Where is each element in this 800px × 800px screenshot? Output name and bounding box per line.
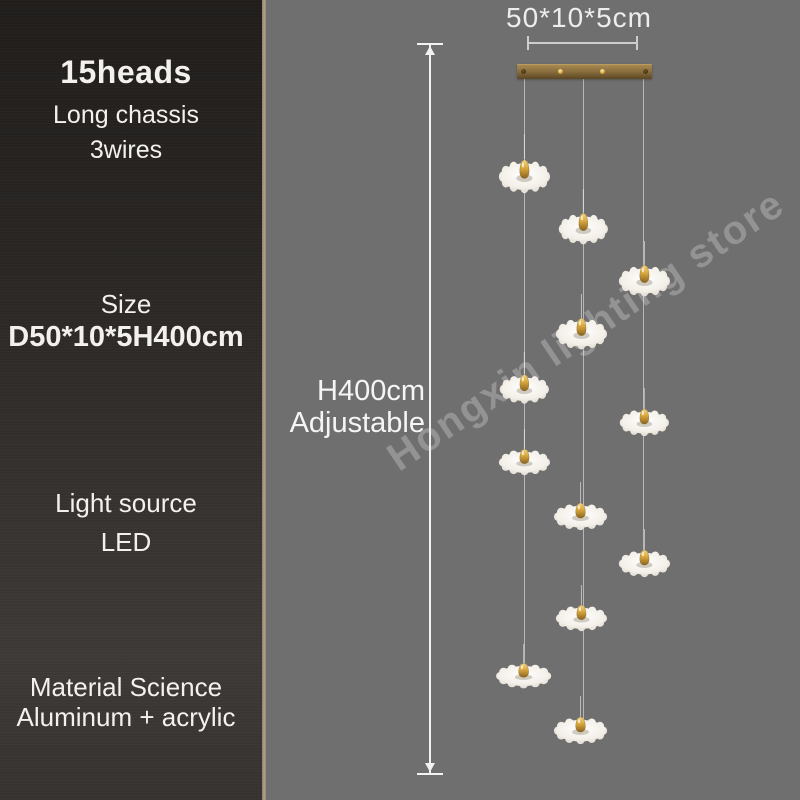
lamp-disc	[554, 503, 608, 531]
lamp-disc	[498, 449, 550, 475]
dimension-tick-left	[527, 36, 529, 50]
suspension-wire	[643, 78, 644, 564]
pendant-lamp	[496, 644, 552, 689]
spec-light-source-value: LED	[100, 527, 152, 557]
ceiling-mount-bar	[517, 64, 652, 79]
bar-screw-icon	[521, 69, 526, 74]
pendant-lamp	[498, 429, 550, 475]
height-dimension-note: Adjustable	[289, 407, 425, 440]
dimension-cap-top	[417, 43, 443, 45]
spec-chassis: Long chassis	[53, 101, 199, 129]
gold-center-highlight	[521, 162, 524, 168]
dimension-arrow-up-icon	[425, 46, 435, 55]
spec-size-label: Size	[100, 289, 152, 319]
pendant-lamp	[558, 189, 608, 245]
spec-panel	[0, 0, 262, 800]
gold-center-highlight	[578, 606, 581, 611]
width-dimension-label: 50*10*5cm	[506, 2, 652, 33]
dimension-tick-right	[636, 36, 638, 50]
spec-heads: 15heads	[60, 54, 192, 90]
spec-material-value: Aluminum + acrylic	[16, 702, 236, 732]
pendant-lamp	[555, 585, 607, 631]
lamp-disc	[498, 160, 550, 194]
gold-center-highlight	[578, 505, 581, 510]
bar-screw-icon	[643, 69, 648, 74]
bar-screw-icon	[558, 69, 563, 74]
pendant-lamp	[554, 482, 608, 531]
gold-center-highlight	[580, 215, 583, 221]
pendant-lamp	[618, 529, 670, 578]
pendant-lamp	[555, 294, 607, 350]
gold-center-highlight	[641, 411, 644, 416]
suspension-wire	[583, 78, 584, 731]
gold-center-highlight	[521, 450, 524, 455]
spec-size-value: D50*10*5H400cm	[8, 321, 244, 353]
dimension-arrow-down-icon	[425, 763, 435, 772]
pendant-lamp	[499, 352, 549, 404]
gold-center-highlight	[641, 552, 644, 557]
spec-wires: 3wires	[89, 136, 163, 164]
gold-center-highlight	[578, 320, 581, 326]
pendant-lamp	[618, 241, 670, 297]
height-dimension-value: H400cm	[317, 375, 425, 407]
bar-screw-icon	[600, 69, 605, 74]
dimension-cap-bottom	[417, 773, 443, 775]
pendant-lamp	[554, 696, 608, 745]
gold-center-highlight	[521, 376, 524, 381]
height-dimension-line	[417, 43, 443, 775]
gold-center-highlight	[578, 719, 581, 724]
lamp-disc	[555, 605, 607, 631]
pendant-lamp	[619, 388, 669, 437]
spec-material-label: Material Science	[29, 672, 223, 702]
panel-divider	[262, 0, 266, 800]
height-dimension-label: H400cm Adjustable	[282, 375, 425, 440]
width-dimension-line	[527, 36, 638, 50]
pendant-lamp	[498, 134, 550, 194]
gold-center-highlight	[521, 665, 524, 670]
spec-light-source-label: Light source	[55, 488, 197, 518]
gold-center-highlight	[641, 267, 644, 273]
